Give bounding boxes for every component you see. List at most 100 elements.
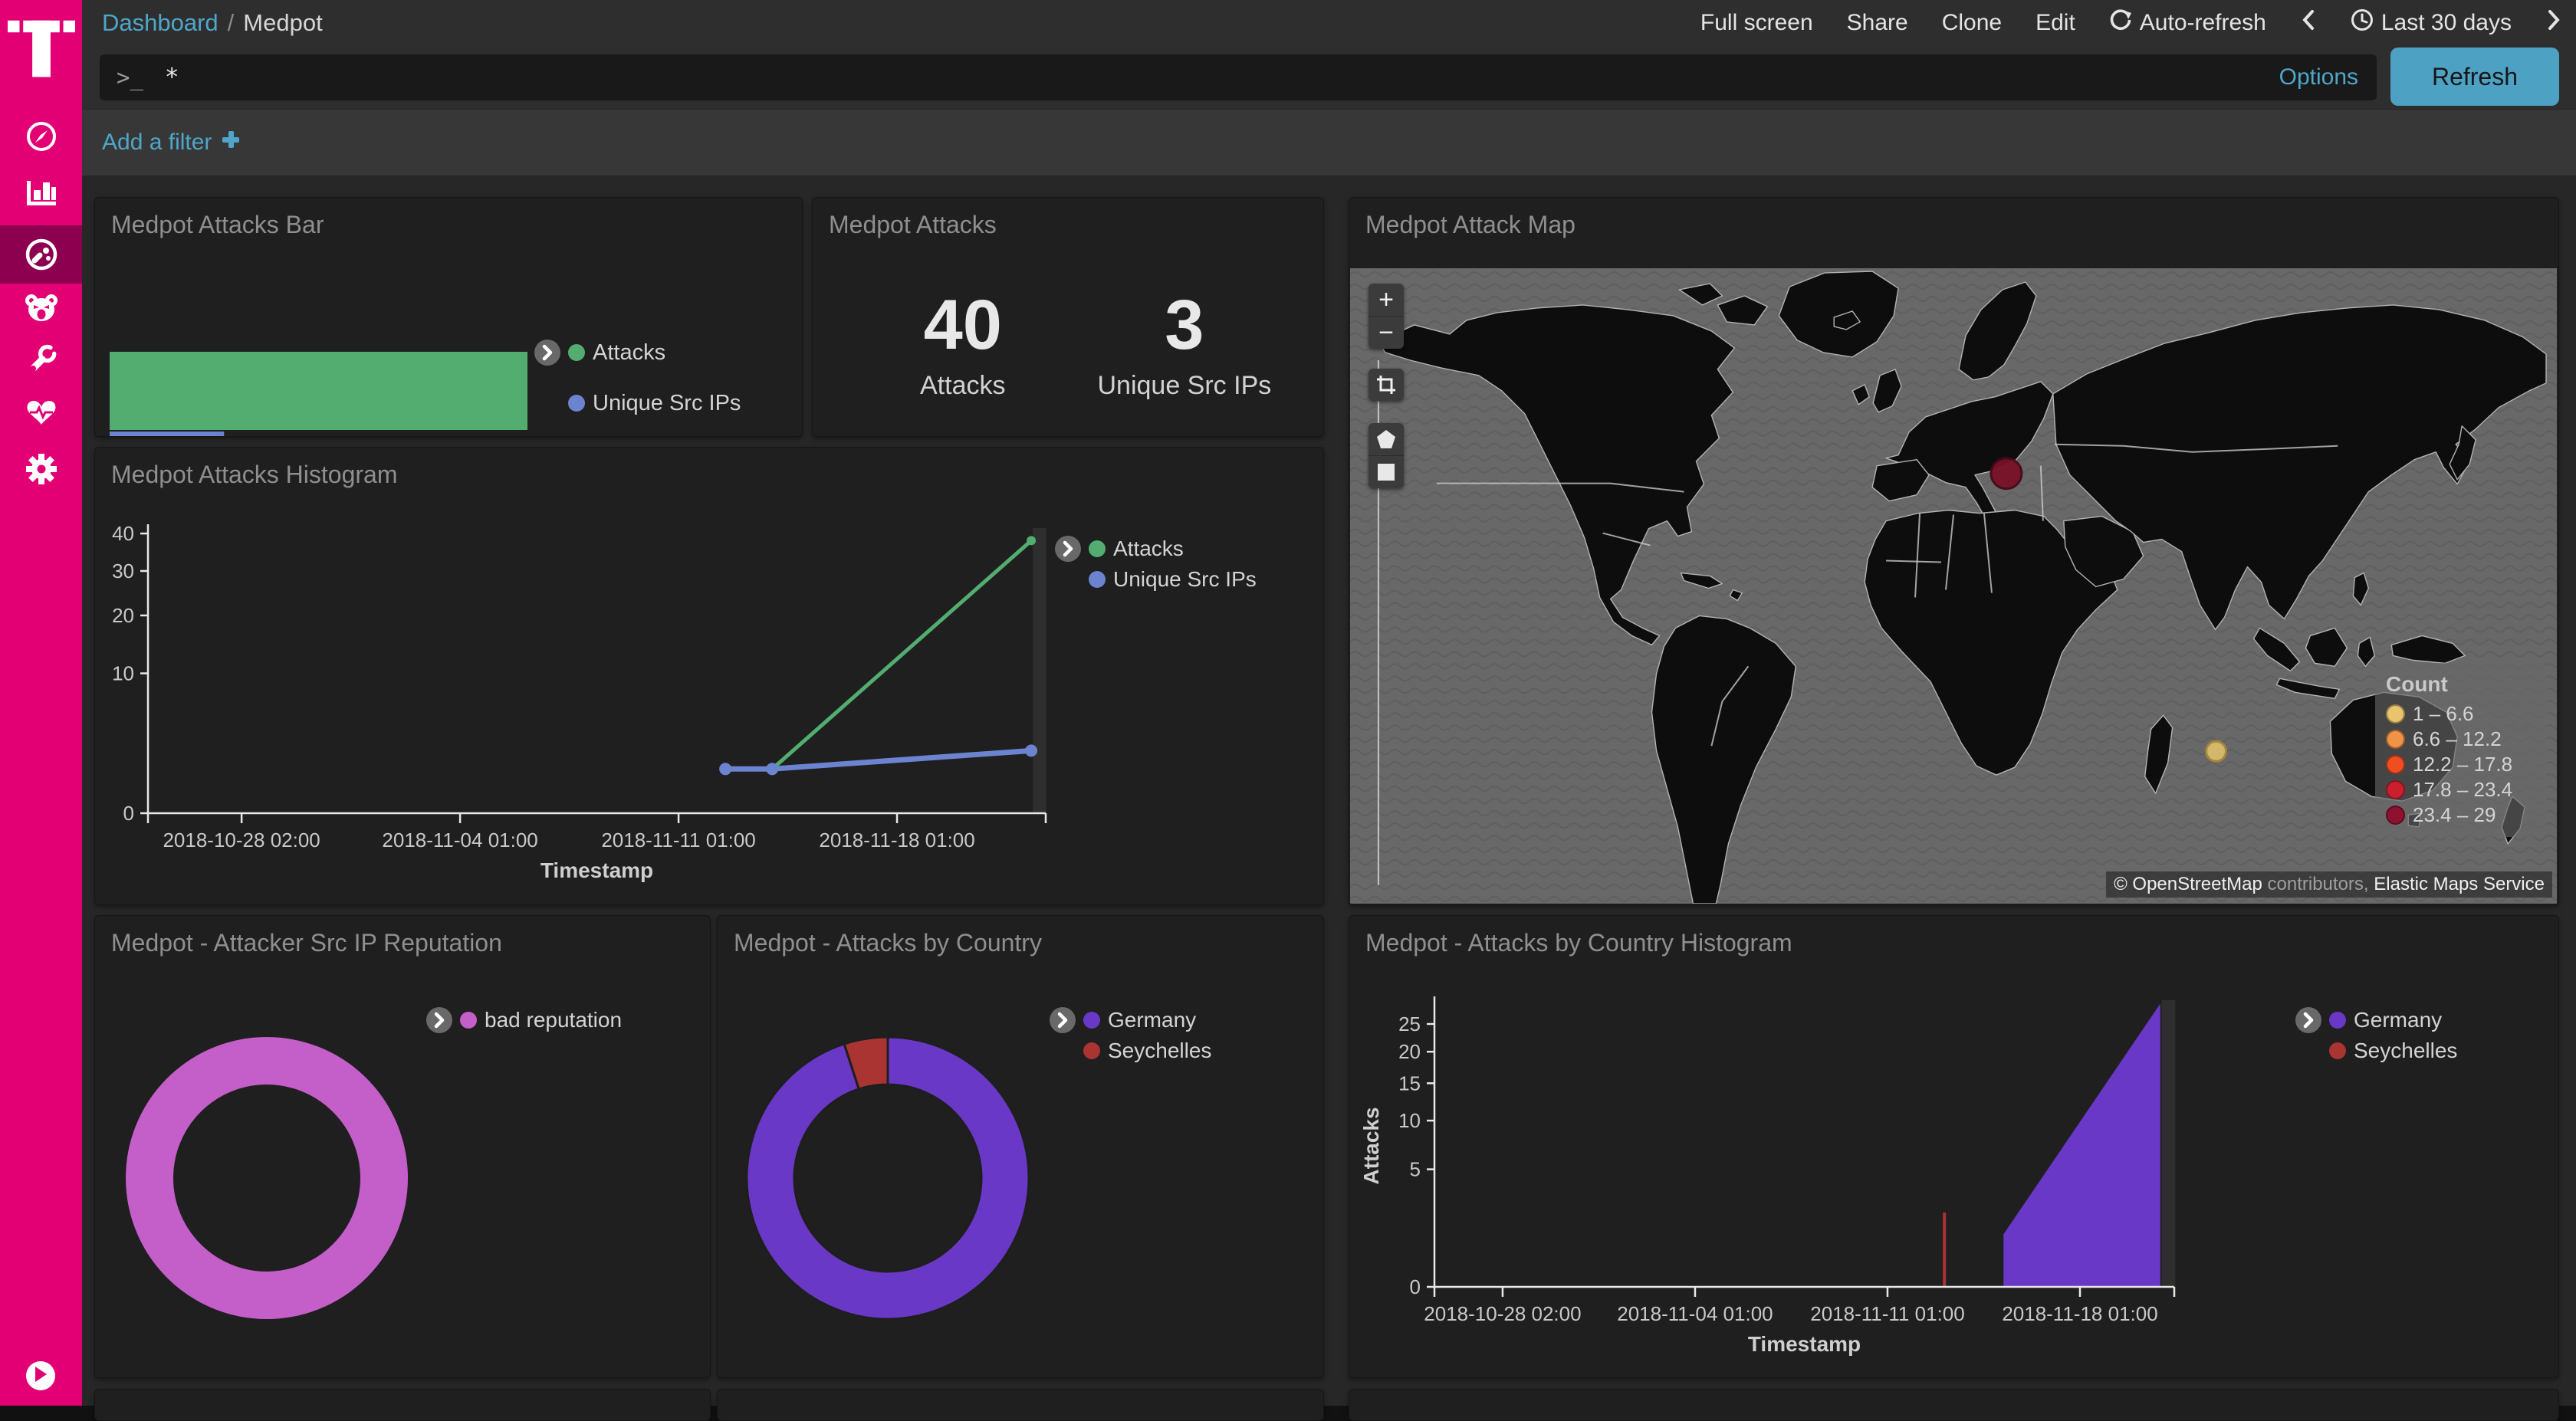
plus-icon: [221, 130, 241, 156]
legend-label[interactable]: bad reputation: [485, 1008, 623, 1032]
legend-label[interactable]: Unique Src IPs: [593, 390, 741, 415]
svg-text:0: 0: [1410, 1275, 1421, 1298]
clone-button[interactable]: Clone: [1941, 10, 2003, 35]
legend-expand-button[interactable]: [1055, 536, 1081, 562]
reputation-legend: bad reputation: [426, 1005, 622, 1035]
refresh-button[interactable]: Refresh: [2390, 48, 2559, 106]
bucket-color-dot: [2386, 780, 2405, 799]
sidebar-item-management[interactable]: [0, 441, 82, 497]
legend-label[interactable]: Seychelles: [2354, 1039, 2458, 1062]
legend-label[interactable]: Germany: [2354, 1008, 2443, 1032]
query-options-link[interactable]: Options: [2279, 64, 2358, 90]
legend-expand-button[interactable]: [1050, 1007, 1076, 1033]
metric-value: 3: [1165, 286, 1204, 364]
metric-value: 40: [923, 286, 1002, 364]
console-prompt-icon: >_: [117, 64, 143, 90]
app-sidebar: [0, 0, 82, 1406]
legend-expand-button[interactable]: [534, 340, 560, 366]
crop-fit-icon[interactable]: [1368, 369, 1404, 401]
sidebar-item-dashboard[interactable]: [0, 225, 82, 284]
legend-label[interactable]: Attacks: [593, 340, 666, 365]
map-fit-control: [1368, 369, 1404, 401]
rectangle-draw-button[interactable]: [1368, 456, 1404, 488]
map-legend-bucket: 1 – 6.6: [2386, 701, 2536, 727]
legend-color-dot[interactable]: [1083, 1042, 1100, 1059]
autorefresh-button[interactable]: Auto-refresh: [2109, 8, 2266, 38]
polygon-draw-button[interactable]: [1368, 423, 1404, 456]
legend-color-dot[interactable]: [1083, 1012, 1100, 1029]
osm-link[interactable]: © OpenStreetMap: [2114, 874, 2262, 894]
sidebar-item-visualize[interactable]: [0, 164, 82, 219]
time-forward-button[interactable]: [2545, 8, 2562, 38]
legend-label[interactable]: Attacks: [1113, 537, 1184, 560]
fullscreen-button[interactable]: Full screen: [1700, 10, 1813, 35]
map-zoom-controls: + −: [1368, 284, 1404, 349]
zoom-out-button[interactable]: −: [1368, 317, 1404, 349]
legend-title: Count: [2386, 672, 2448, 696]
svg-text:40: 40: [112, 522, 134, 545]
svg-text:2018-11-11 01:00: 2018-11-11 01:00: [601, 829, 755, 852]
sidebar-item-discover[interactable]: [0, 109, 82, 164]
panel-title: Medpot Attack Map: [1365, 211, 1576, 238]
panel-title: Medpot Attacks Bar: [111, 211, 324, 238]
legend-color-dot[interactable]: [568, 344, 585, 361]
add-filter-button[interactable]: Add a filter: [102, 110, 241, 176]
country-histogram-chart: 0 5 10 15 20 25 2018-10-28 02:00 2018-11-04 01:…: [1359, 996, 2176, 1356]
legend-label[interactable]: Unique Src IPs: [1113, 567, 1257, 591]
panel-attacks-metric: Medpot Attacks 40 Attacks 3 Unique Src I…: [812, 197, 1324, 437]
legend-color-dot[interactable]: [2329, 1012, 2346, 1029]
panel-title: Medpot Attacks: [829, 211, 997, 238]
time-back-button[interactable]: [2300, 8, 2317, 38]
breadcrumb-page: Medpot: [243, 9, 323, 36]
svg-text:Timestamp: Timestamp: [1748, 1332, 1861, 1356]
timepicker-button[interactable]: Last 30 days: [2351, 8, 2512, 38]
map-count-legend: Count 1 – 6.6 6.6 – 12.2 12.2 – 17.8 17.8 –…: [2375, 663, 2547, 837]
svg-text:25: 25: [1398, 1012, 1421, 1035]
panel-partial: [94, 1389, 711, 1421]
play-icon: [33, 1366, 48, 1387]
telekom-t-logo[interactable]: [8, 20, 75, 84]
sidebar-collapse-button[interactable]: [26, 1361, 55, 1390]
sidebar-item-devtools[interactable]: [0, 333, 82, 388]
legend-color-dot[interactable]: [1089, 540, 1106, 557]
panel-attacks-histogram: Medpot Attacks Histogram 0 10 20 30 40 2018-1…: [94, 447, 1324, 905]
panel-attack-map: Medpot Attack Map + − Count 1 – 6.6 6.6 –…: [1349, 197, 2559, 905]
share-button[interactable]: Share: [1846, 10, 1908, 35]
svg-text:30: 30: [112, 560, 134, 583]
metric-label: Unique Src IPs: [1097, 371, 1272, 400]
metric-label: Attacks: [920, 371, 1006, 400]
map-canvas[interactable]: + − Count 1 – 6.6 6.6 – 12.2 12.2 – 17.8 17…: [1350, 268, 2557, 904]
svg-text:Timestamp: Timestamp: [540, 858, 653, 882]
country-donut-legend: Germany Seychelles: [1050, 1005, 1211, 1066]
edit-button[interactable]: Edit: [2036, 10, 2075, 35]
sidebar-item-monitoring[interactable]: [0, 386, 82, 441]
zoom-in-button[interactable]: +: [1368, 284, 1404, 317]
map-draw-controls: [1368, 423, 1404, 488]
breadcrumb-dashboard-link[interactable]: Dashboard: [102, 9, 219, 36]
map-attribution: © OpenStreetMap contributors, Elastic Ma…: [2106, 871, 2552, 898]
legend-color-dot[interactable]: [1089, 571, 1106, 588]
sidebar-item-tpot[interactable]: [0, 281, 82, 336]
legend-expand-button[interactable]: [2295, 1007, 2321, 1033]
gauge-icon: [23, 236, 60, 273]
metric-unique-src-ips: 3 Unique Src IPs: [1097, 290, 1271, 401]
legend-color-dot[interactable]: [568, 395, 585, 412]
svg-text:0: 0: [123, 802, 134, 825]
svg-text:2018-11-18 01:00: 2018-11-18 01:00: [2002, 1302, 2157, 1325]
legend-color-dot[interactable]: [2329, 1042, 2346, 1059]
breadcrumb-separator: /: [227, 9, 235, 36]
legend-color-dot[interactable]: [460, 1012, 477, 1029]
elastic-maps-link[interactable]: Elastic Maps Service: [2374, 874, 2545, 894]
legend-label[interactable]: Germany: [1108, 1008, 1197, 1032]
search-input[interactable]: >_ * Options: [100, 54, 2377, 100]
svg-text:2018-11-18 01:00: 2018-11-18 01:00: [819, 829, 974, 852]
svg-text:2018-10-28 02:00: 2018-10-28 02:00: [1424, 1302, 1581, 1325]
panel-title: Medpot - Attacker Src IP Reputation: [111, 929, 502, 957]
clock-icon: [2351, 8, 2374, 38]
legend-expand-button[interactable]: [426, 1007, 452, 1033]
legend-label[interactable]: Seychelles: [1108, 1039, 1212, 1062]
svg-text:Attacks: Attacks: [1359, 1107, 1383, 1184]
attacks-histogram-legend: Attacks Unique Src IPs: [1055, 533, 1257, 595]
